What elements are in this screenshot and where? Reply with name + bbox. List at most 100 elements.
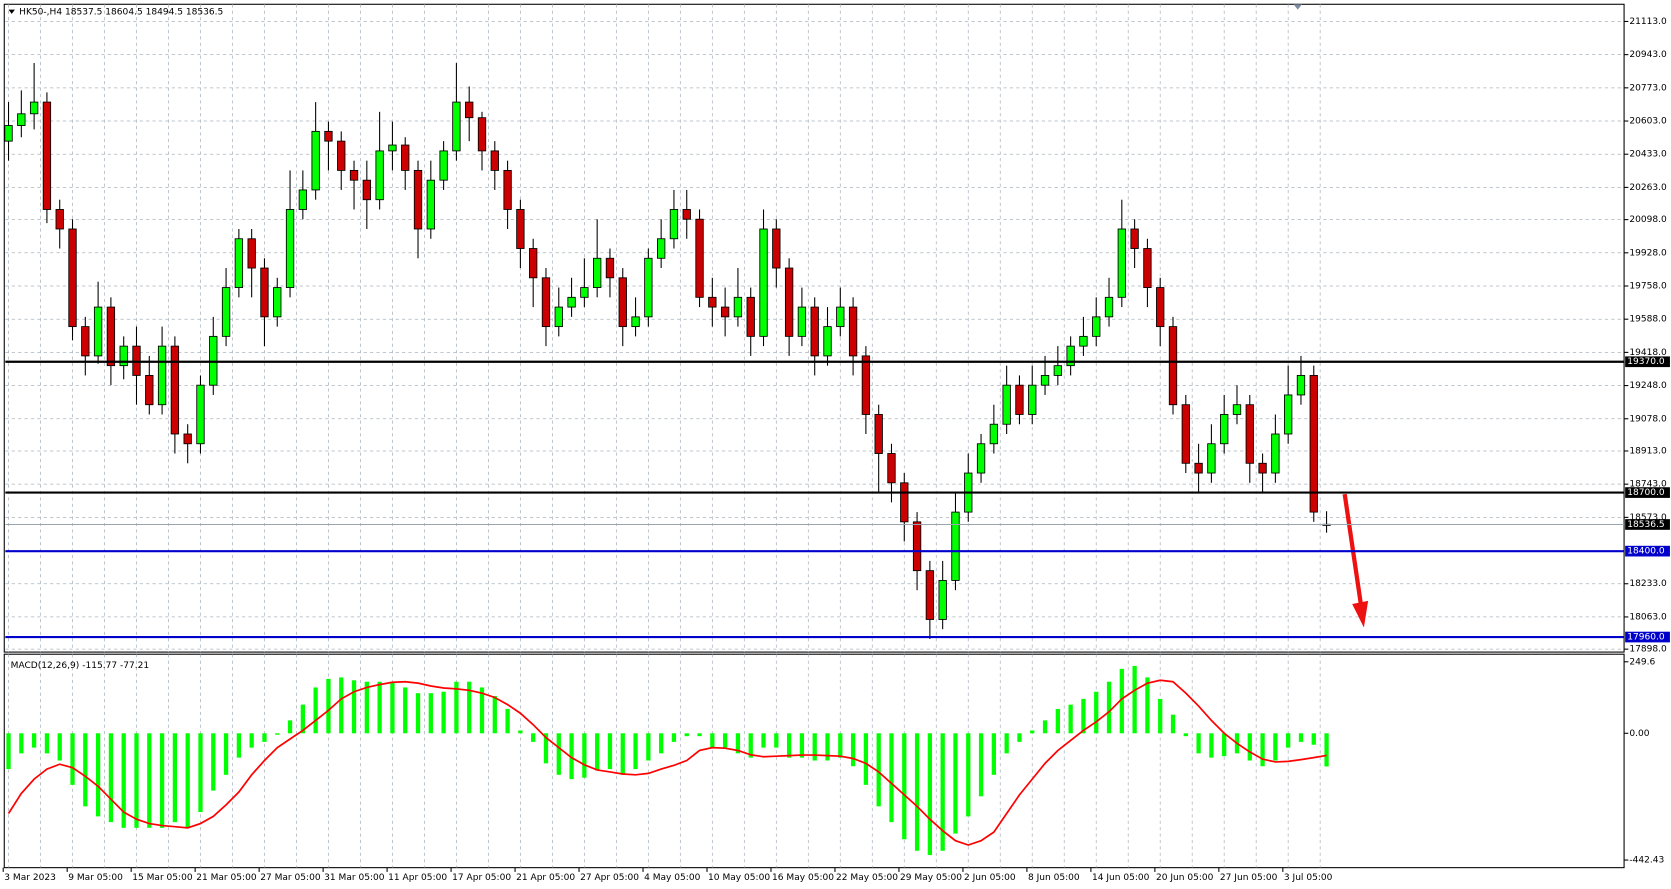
candle-body <box>772 228 781 269</box>
level-tag <box>1625 487 1670 498</box>
candle-body <box>1028 384 1037 415</box>
x-tick-label: 31 Mar 05:00 <box>324 873 385 883</box>
macd-bar <box>914 733 920 851</box>
candle-body <box>81 326 90 357</box>
macd-bar <box>31 733 37 748</box>
macd-bar <box>659 733 664 754</box>
macd-bar <box>262 733 267 742</box>
x-tick-label: 20 Jun 05:00 <box>1156 873 1214 883</box>
x-tick-label: 4 May 05:00 <box>644 873 701 883</box>
candle-body <box>887 453 896 484</box>
macd-bar <box>57 733 62 761</box>
level-label: 18700.0 <box>1627 488 1665 498</box>
macd-bar <box>825 733 830 761</box>
candle-body <box>810 306 819 357</box>
level-tag <box>1625 631 1670 643</box>
macd-bar <box>415 693 421 734</box>
macd-bar <box>454 681 459 734</box>
macd-bar <box>108 733 114 823</box>
macd-bar <box>1068 704 1073 734</box>
candle-body <box>1143 248 1152 288</box>
candle-body <box>1258 462 1267 474</box>
candle-body <box>68 228 77 328</box>
macd-bar <box>479 687 485 734</box>
macd-bar <box>287 720 293 734</box>
macd-bar <box>1017 733 1022 742</box>
candle-body <box>797 306 807 337</box>
candle-body <box>631 316 640 328</box>
macd-bar <box>313 687 318 734</box>
forecast-arrow <box>1342 493 1369 628</box>
macd-bar <box>799 733 805 758</box>
candle-body <box>42 101 52 210</box>
macd-bar <box>1106 681 1112 734</box>
macd-bar <box>543 733 549 764</box>
candle-body <box>938 579 947 620</box>
y-tick-label: 20433.0 <box>1629 150 1667 160</box>
macd-bar <box>505 708 510 734</box>
candle-body <box>912 521 922 572</box>
candle-body <box>401 144 410 171</box>
menu-triangle[interactable] <box>8 9 15 14</box>
candle-body <box>580 287 589 298</box>
candle-body <box>529 248 538 279</box>
candle-body <box>503 169 512 210</box>
macd-bar <box>211 733 216 791</box>
x-tick-label: 2 Jun 05:00 <box>964 873 1016 883</box>
macd-bar <box>364 681 369 734</box>
candle-body <box>1284 394 1293 435</box>
candle-body <box>1117 228 1126 298</box>
macd-bar <box>1196 733 1201 754</box>
candle-body <box>669 209 679 240</box>
candle-body <box>234 238 244 288</box>
macd-bar <box>1183 733 1188 737</box>
x-tick-label: 3 Mar 2023 <box>4 873 56 883</box>
macd-bar <box>134 733 139 828</box>
candle-body <box>1271 433 1280 474</box>
macd-bar <box>377 681 382 734</box>
candle-body <box>1245 404 1254 464</box>
macd-bar <box>582 733 587 778</box>
candle-body <box>183 433 192 445</box>
candle-body <box>682 209 691 220</box>
macd-bar <box>83 733 88 807</box>
macd-bar <box>1158 698 1163 734</box>
macd-tick-label: -442.43 <box>1629 856 1664 866</box>
y-tick-label: 18573.0 <box>1629 513 1667 523</box>
macd-bar <box>275 733 280 735</box>
candle-body <box>93 306 103 357</box>
macd-bar <box>978 733 984 797</box>
macd-bar <box>991 733 996 775</box>
macd-bar <box>940 733 945 851</box>
candle-body <box>1309 374 1318 513</box>
candle-body <box>1232 404 1242 415</box>
macd-bar <box>147 733 152 828</box>
macd-bar <box>1119 668 1124 734</box>
candle-body <box>349 169 359 181</box>
candle-body <box>1079 335 1088 347</box>
macd-bar <box>1094 691 1099 734</box>
candle-body <box>362 179 371 201</box>
macd-bar <box>300 704 305 734</box>
macd-bar <box>121 733 126 828</box>
macd-header: MACD(12,26,9) -115.77 -77.21 <box>11 660 150 670</box>
level-label: 17960.0 <box>1627 633 1665 643</box>
candle-body <box>388 144 397 152</box>
candle-body <box>426 179 435 230</box>
macd-bar <box>236 733 241 758</box>
macd-bar <box>761 733 766 748</box>
macd-bar <box>403 687 408 734</box>
macd-bar <box>556 733 561 775</box>
x-tick-label: 15 Mar 05:00 <box>132 873 193 883</box>
candle-body <box>221 287 231 337</box>
candle-body <box>375 150 384 201</box>
y-tick-label: 18063.0 <box>1629 612 1667 622</box>
macd-bar <box>1298 733 1304 742</box>
x-tick-label: 10 May 05:00 <box>708 873 770 883</box>
macd-bar <box>1030 730 1035 734</box>
low-value: 18494.5 <box>146 7 183 17</box>
candle-body <box>1296 374 1306 396</box>
y-tick-label: 19758.0 <box>1629 281 1667 291</box>
candle-body <box>759 228 768 337</box>
